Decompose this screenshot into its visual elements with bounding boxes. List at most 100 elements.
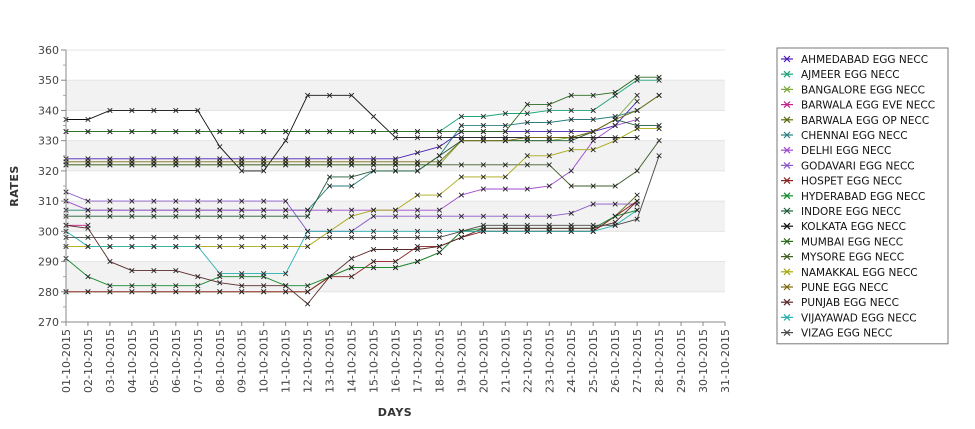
data-point-marker: [173, 128, 179, 135]
x-tick-label: 22-10-2015: [521, 329, 534, 393]
x-tick-label: 06-10-2015: [170, 329, 183, 393]
data-point-marker: [480, 186, 486, 192]
legend-label: AJMEER EGG NECC: [801, 69, 900, 81]
data-point-marker: [151, 283, 157, 289]
legend-marker: [783, 116, 791, 124]
data-point-marker: [173, 289, 179, 295]
legend-marker: [783, 313, 791, 321]
data-point-marker: [261, 128, 267, 135]
data-point-marker: [524, 128, 530, 135]
data-point-marker: [283, 289, 289, 295]
data-point-marker: [436, 128, 443, 135]
data-point-marker: [370, 246, 377, 253]
x-tick-label: 10-10-2015: [258, 329, 271, 393]
data-point-marker: [129, 234, 135, 240]
data-point-marker: [656, 74, 662, 80]
legend-label: BANGALORE EGG NECC: [801, 84, 925, 96]
legend-item: VIZAG EGG NECC: [781, 328, 892, 340]
data-point-marker: [85, 198, 91, 204]
data-point-marker: [151, 289, 157, 295]
data-point-marker: [634, 92, 640, 98]
data-point-marker: [305, 228, 311, 234]
data-point-marker: [568, 107, 574, 114]
series-line: [66, 155, 660, 238]
data-point-marker: [502, 228, 508, 234]
data-point-marker: [151, 128, 157, 135]
data-point-marker: [85, 289, 91, 295]
grid-band: [66, 261, 725, 292]
data-point-marker: [392, 159, 399, 165]
x-tick-label: 19-10-2015: [455, 329, 468, 393]
data-point-marker: [414, 159, 421, 165]
data-point-marker: [590, 183, 596, 189]
data-point-marker: [524, 101, 530, 108]
data-point-marker: [480, 138, 486, 144]
legend-item: BANGALORE EGG NECC: [781, 84, 925, 96]
data-point-marker: [173, 234, 179, 240]
data-point-marker: [546, 119, 552, 126]
data-point-marker: [568, 116, 574, 123]
data-point-marker: [239, 283, 245, 289]
legend-item: MUMBAI EGG NECC: [781, 236, 903, 248]
data-point-marker: [612, 122, 618, 129]
x-tick-label: 07-10-2015: [192, 329, 205, 393]
legend-label: BARWALA EGG EVE NECC: [801, 100, 935, 112]
data-point-marker: [414, 213, 421, 219]
x-tick-label: 20-10-2015: [477, 329, 490, 393]
legend-item: AHMEDABAD EGG NECC: [781, 54, 928, 66]
data-point-marker: [392, 258, 399, 265]
x-tick-label: 01-10-2015: [60, 329, 73, 393]
data-point-marker: [414, 135, 421, 141]
legend-label: HOSPET EGG NECC: [801, 176, 902, 188]
data-point-marker: [612, 89, 618, 95]
data-point-marker: [151, 107, 157, 114]
data-point-marker: [305, 207, 311, 213]
data-point-marker: [546, 228, 552, 234]
data-point-marker: [436, 159, 443, 165]
data-point-marker: [480, 162, 486, 168]
data-point-marker: [173, 159, 179, 165]
data-point-marker: [283, 213, 289, 219]
data-point-marker: [217, 159, 223, 165]
data-point-marker: [590, 201, 596, 207]
legend-item: BARWALA EGG OP NECC: [781, 115, 929, 127]
data-point-marker: [217, 144, 223, 150]
x-tick-label: 16-10-2015: [390, 329, 403, 393]
data-point-marker: [129, 198, 135, 204]
data-point-marker: [436, 192, 443, 198]
data-point-marker: [634, 192, 640, 198]
data-point-marker: [107, 107, 113, 114]
legend-marker: [783, 283, 791, 291]
x-tick-label: 15-10-2015: [368, 329, 381, 393]
data-point-marker: [480, 128, 486, 135]
legend-label: BARWALA EGG OP NECC: [801, 115, 929, 127]
data-point-marker: [436, 144, 443, 150]
x-axis-title: DAYS: [378, 406, 412, 419]
data-point-marker: [546, 213, 552, 219]
data-point-marker: [370, 264, 377, 271]
data-point-marker: [107, 207, 113, 213]
data-point-marker: [480, 222, 486, 228]
data-point-marker: [370, 213, 377, 219]
data-point-marker: [568, 222, 574, 228]
data-point-marker: [151, 268, 157, 274]
data-point-marker: [348, 207, 355, 213]
data-point-marker: [107, 258, 113, 265]
data-point-marker: [195, 283, 201, 289]
legend-item: BARWALA EGG EVE NECC: [781, 100, 935, 112]
data-point-marker: [326, 159, 333, 165]
legend: AHMEDABAD EGG NECC AJMEER EGG NECC BANGALO…: [776, 47, 949, 345]
legend-item: INDORE EGG NECC: [781, 206, 901, 218]
data-point-marker: [458, 162, 465, 168]
data-point-marker: [239, 243, 245, 250]
data-point-marker: [129, 107, 135, 114]
legend-marker: [783, 85, 791, 93]
data-point-marker: [239, 168, 245, 174]
data-point-marker: [502, 213, 508, 219]
data-point-marker: [151, 213, 157, 219]
data-point-marker: [151, 207, 157, 213]
data-point-marker: [634, 74, 640, 80]
data-point-marker: [107, 234, 113, 240]
legend-label: PUNE EGG NECC: [801, 282, 888, 294]
